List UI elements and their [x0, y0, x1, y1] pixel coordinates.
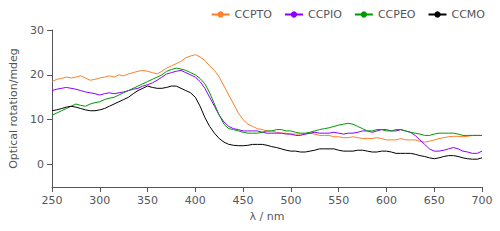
svg-text:450: 450	[233, 194, 254, 207]
svg-text:30: 30	[30, 24, 44, 37]
svg-text:20: 20	[30, 68, 44, 81]
svg-text:250: 250	[42, 194, 63, 207]
svg-text:λ / nm: λ / nm	[250, 210, 285, 223]
svg-text:CCPTO: CCPTO	[235, 8, 273, 21]
svg-text:CCMO: CCMO	[451, 8, 485, 21]
svg-text:350: 350	[137, 194, 158, 207]
svg-text:300: 300	[89, 194, 110, 207]
svg-text:CCPIO: CCPIO	[308, 8, 342, 21]
svg-text:700: 700	[472, 194, 493, 207]
svg-text:550: 550	[328, 194, 349, 207]
svg-text:10: 10	[30, 113, 44, 126]
svg-text:0: 0	[37, 158, 44, 171]
svg-text:CCPEO: CCPEO	[378, 8, 416, 21]
svg-text:400: 400	[185, 194, 206, 207]
svg-text:600: 600	[376, 194, 397, 207]
svg-text:650: 650	[424, 194, 445, 207]
svg-text:Optical rotation/mdeg: Optical rotation/mdeg	[7, 48, 20, 169]
svg-text:500: 500	[280, 194, 301, 207]
